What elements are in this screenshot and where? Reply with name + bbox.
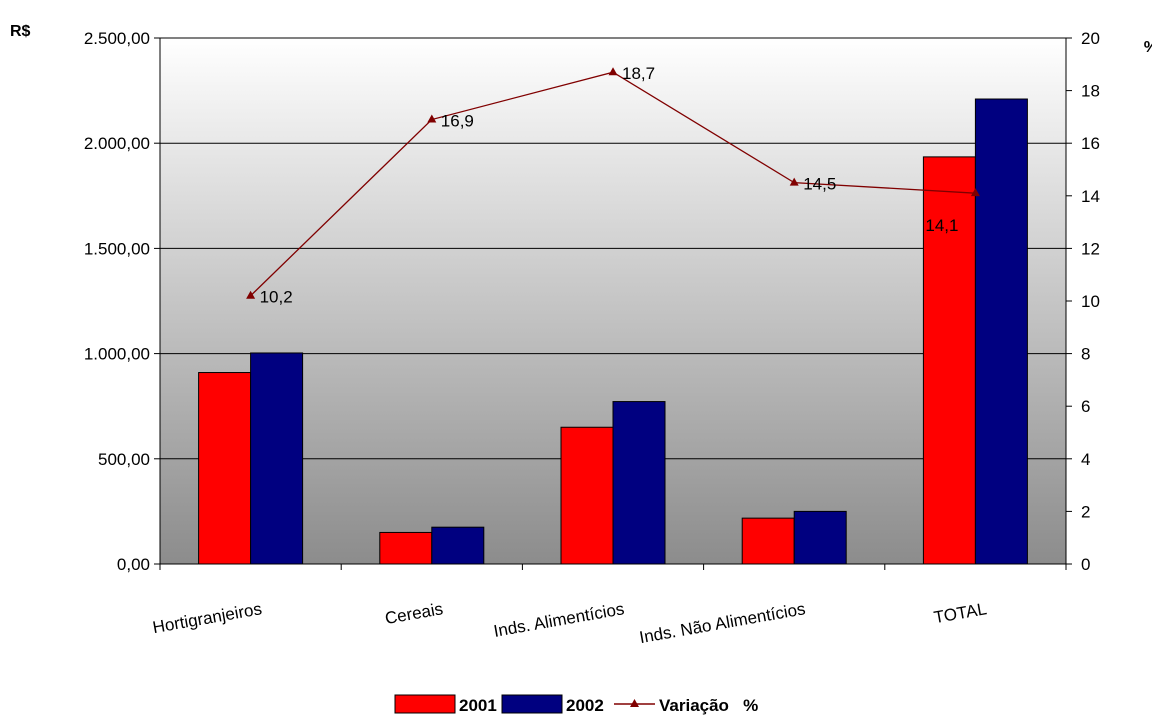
legend: 2001 2002 Variação % bbox=[394, 694, 758, 715]
right-tick-label: 20 bbox=[1081, 29, 1100, 48]
legend-label-variacao: Variação % bbox=[659, 696, 758, 715]
legend-line-marker bbox=[630, 699, 639, 707]
x-tick-label: Inds. Alimentícios bbox=[492, 599, 626, 641]
left-tick-label: 2.000,00 bbox=[84, 134, 150, 153]
right-axis-unit-label: % bbox=[1144, 39, 1152, 56]
bar-2002-4 bbox=[974, 98, 1028, 565]
x-tick-label: TOTAL bbox=[932, 599, 988, 627]
legend-label-2002: 2002 bbox=[566, 696, 604, 715]
right-tick-label: 8 bbox=[1081, 345, 1090, 364]
bar-2001-4 bbox=[922, 156, 976, 565]
variacao-marker bbox=[427, 114, 437, 123]
left-tick-label: 500,00 bbox=[98, 450, 150, 469]
right-tick-label: 14 bbox=[1081, 187, 1100, 206]
variacao-marker bbox=[789, 177, 799, 186]
variacao-data-label: 14,1 bbox=[925, 216, 958, 235]
bar-2001-1 bbox=[379, 531, 433, 565]
legend-swatch-2001 bbox=[394, 694, 456, 714]
right-tick-label: 4 bbox=[1081, 450, 1090, 469]
bar-2002-1 bbox=[431, 526, 485, 565]
bar-2001-3 bbox=[741, 517, 795, 565]
left-tick-label: 1.500,00 bbox=[84, 239, 150, 258]
variacao-data-label: 14,5 bbox=[803, 175, 836, 194]
bar-2002-3 bbox=[793, 510, 847, 565]
x-tick-label: Hortigranjeiros bbox=[151, 599, 263, 637]
x-tick-label: Inds. Não Alimentícios bbox=[638, 599, 807, 647]
right-tick-label: 0 bbox=[1081, 555, 1090, 574]
legend-label-2001: 2001 bbox=[459, 696, 497, 715]
left-axis-unit-label: R$ bbox=[10, 23, 31, 40]
left-tick-label: 0,00 bbox=[117, 555, 150, 574]
variacao-data-label: 16,9 bbox=[441, 112, 474, 131]
bar-2002-0 bbox=[250, 352, 304, 565]
bar-2001-2 bbox=[560, 426, 614, 565]
variacao-marker bbox=[608, 67, 618, 76]
right-tick-label: 18 bbox=[1081, 82, 1100, 101]
variacao-data-label: 18,7 bbox=[622, 64, 655, 83]
right-tick-label: 12 bbox=[1081, 239, 1100, 258]
bar-2001-0 bbox=[198, 372, 252, 565]
right-tick-label: 16 bbox=[1081, 134, 1100, 153]
variacao-marker bbox=[246, 290, 256, 299]
right-tick-label: 10 bbox=[1081, 292, 1100, 311]
variacao-marker bbox=[970, 188, 980, 197]
legend-swatch-2002 bbox=[501, 694, 563, 714]
variacao-data-label: 10,2 bbox=[260, 288, 293, 307]
bar-2002-2 bbox=[612, 401, 666, 565]
right-tick-label: 2 bbox=[1081, 502, 1090, 521]
left-tick-label: 1.000,00 bbox=[84, 345, 150, 364]
left-tick-label: 2.500,00 bbox=[84, 29, 150, 48]
x-tick-label: Cereais bbox=[383, 599, 444, 628]
right-tick-label: 6 bbox=[1081, 397, 1090, 416]
